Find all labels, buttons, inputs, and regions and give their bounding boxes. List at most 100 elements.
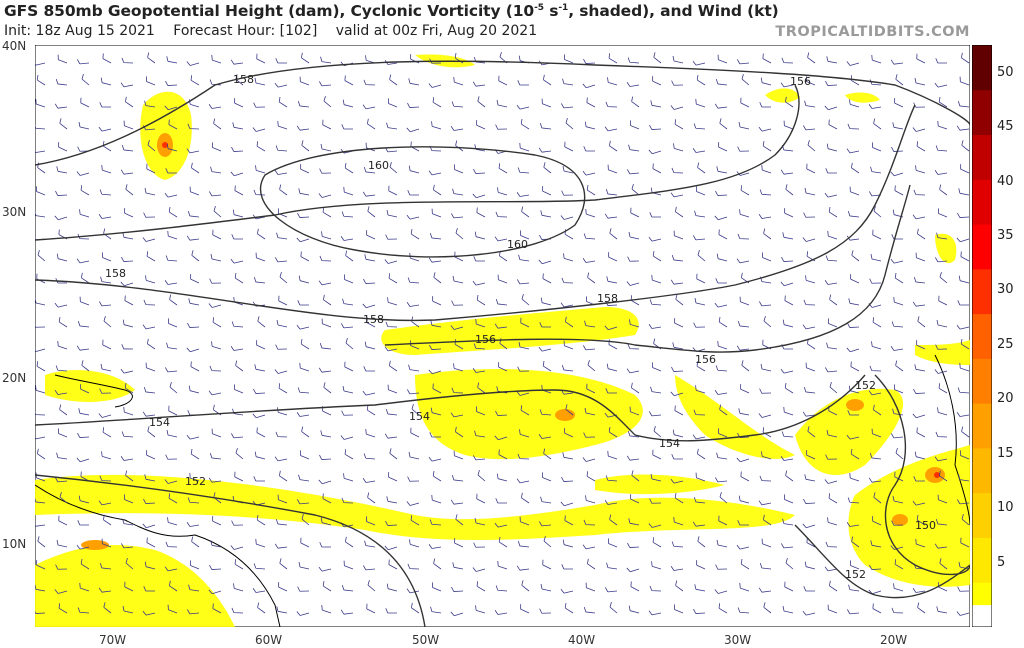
wind-barb <box>758 413 772 418</box>
wind-barb <box>516 104 530 110</box>
wind-barb <box>693 496 706 504</box>
wind-barb <box>806 450 816 460</box>
wind-barb <box>56 539 68 548</box>
wind-barb <box>235 74 244 86</box>
wind-barb <box>826 56 838 64</box>
wind-barb <box>717 428 728 438</box>
wind-barb <box>275 518 288 526</box>
wind-barb <box>564 428 574 438</box>
wind-barb <box>363 366 376 372</box>
wind-barb <box>494 522 508 528</box>
wind-barb <box>319 454 332 460</box>
wind-barb <box>890 171 904 177</box>
colorbar-tick-label: 35 <box>997 228 1014 244</box>
wind-barb <box>627 343 640 350</box>
colorbar-block <box>972 492 992 516</box>
wind-barb <box>367 492 376 504</box>
wind-barb <box>234 185 244 196</box>
wind-barb <box>935 344 948 350</box>
wind-barb <box>167 230 178 240</box>
wind-barb <box>894 272 904 284</box>
wind-barb <box>913 189 926 196</box>
wind-barb <box>538 521 552 527</box>
wind-barb <box>829 294 838 306</box>
wind-barb <box>675 580 684 592</box>
colorbar-block <box>972 380 992 404</box>
wind-barb <box>673 230 684 240</box>
wind-barb <box>628 518 640 526</box>
wind-barb <box>432 383 442 394</box>
wind-barb <box>300 251 310 262</box>
wind-barb <box>542 559 552 570</box>
wind-barb <box>410 515 420 526</box>
wind-barb <box>696 361 706 372</box>
wind-barb <box>120 543 134 549</box>
wind-barb <box>166 342 178 350</box>
wind-barb <box>408 78 420 86</box>
wind-barb <box>697 536 706 548</box>
wind-barb <box>190 75 200 86</box>
wind-barb <box>142 125 156 131</box>
wind-barb <box>431 121 442 130</box>
wind-barb <box>99 388 112 394</box>
wind-barb <box>917 316 926 328</box>
wind-barb <box>98 126 112 132</box>
wind-barb <box>231 520 244 526</box>
wind-barb <box>409 252 420 262</box>
wind-barb <box>55 365 68 372</box>
wind-barb <box>474 517 486 526</box>
wind-barb <box>495 298 508 306</box>
wind-barb <box>649 585 662 592</box>
wind-barb <box>565 316 574 328</box>
wind-barb <box>873 492 882 504</box>
wind-barb <box>234 272 244 284</box>
wind-barb <box>255 538 266 548</box>
wind-barb <box>80 185 90 196</box>
wind-barb <box>122 319 134 328</box>
colorbar-block <box>972 313 992 337</box>
wind-barb <box>912 413 926 419</box>
wind-barb <box>717 54 728 64</box>
wind-barb <box>189 560 200 570</box>
wind-barb <box>892 495 904 504</box>
wind-barb <box>494 610 508 615</box>
wind-barb <box>384 433 398 439</box>
wind-barb <box>671 254 684 262</box>
wind-barb <box>211 428 222 438</box>
wind-barb <box>235 360 244 372</box>
wind-barb <box>296 324 310 330</box>
wind-barb <box>57 54 68 64</box>
wind-barb <box>652 76 662 86</box>
wind-barb <box>563 253 574 262</box>
contour-label: 154 <box>149 416 170 429</box>
contour-label: 158 <box>597 292 618 305</box>
wind-barb <box>604 500 618 505</box>
wind-barb <box>231 234 244 240</box>
wind-barb <box>583 58 596 64</box>
wind-barb <box>147 52 156 64</box>
wind-barb <box>232 209 244 218</box>
wind-barb <box>541 98 552 108</box>
wind-barb <box>582 170 596 176</box>
weather-map: 158 156 160 160 158 158 158 156 156 154 … <box>35 45 970 627</box>
wind-barb <box>913 476 926 482</box>
wind-barb <box>781 256 794 262</box>
wind-barb <box>846 609 860 615</box>
wind-barb <box>519 429 530 438</box>
wind-barb <box>190 448 200 460</box>
wind-barb <box>472 567 486 572</box>
wind-barb <box>494 323 508 329</box>
wind-barb <box>343 560 354 570</box>
wind-barb <box>671 80 684 86</box>
wind-barb <box>59 404 68 416</box>
wind-barb <box>719 404 728 416</box>
wind-barb <box>209 564 222 570</box>
wind-barb <box>120 368 134 374</box>
wind-barb <box>428 544 442 549</box>
wind-barb <box>430 606 442 614</box>
wind-barb <box>803 586 816 592</box>
wind-barb <box>714 215 728 221</box>
wind-barb <box>586 471 596 482</box>
wind-barb <box>257 228 266 240</box>
wind-barb <box>761 252 772 262</box>
